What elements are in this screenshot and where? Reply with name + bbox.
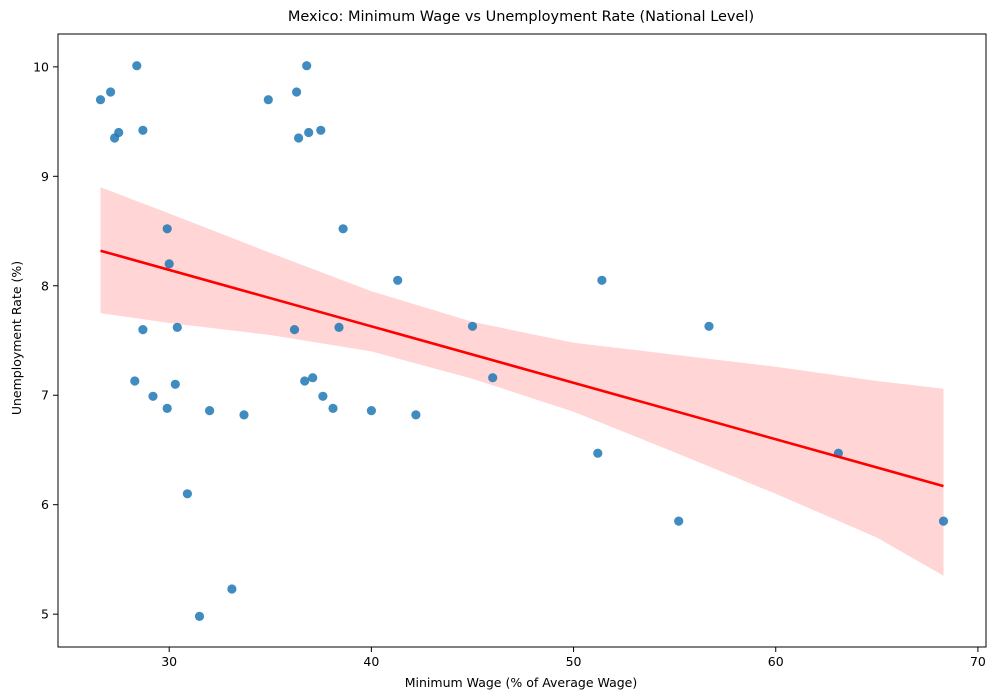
- data-point: [294, 133, 304, 143]
- confidence-band-layer: [100, 187, 944, 576]
- x-axis-label: Minimum Wage (% of Average Wage): [405, 675, 638, 690]
- x-tick-label: 60: [768, 654, 784, 669]
- data-point: [194, 611, 205, 622]
- plot-frame: [57, 33, 987, 648]
- data-point: [205, 406, 215, 416]
- data-point: [239, 410, 249, 420]
- data-point: [938, 516, 949, 526]
- data-point: [302, 61, 312, 71]
- y-tick-label: 7: [41, 388, 49, 403]
- points-layer: [95, 61, 949, 622]
- data-point: [162, 403, 172, 413]
- regression-line-layer: [100, 249, 944, 488]
- x-axis-ticks: 30 40 50 60 70: [161, 647, 986, 669]
- data-point: [467, 321, 478, 331]
- data-point: [182, 489, 192, 499]
- data-point: [263, 95, 273, 105]
- data-point: [338, 224, 348, 234]
- y-tick-label: 9: [41, 169, 49, 184]
- x-tick-label: 30: [161, 654, 177, 669]
- data-point: [130, 376, 140, 386]
- data-point: [162, 224, 172, 234]
- data-point: [227, 584, 237, 594]
- y-axis-ticks: 5 6 7 8 9 10: [33, 59, 58, 622]
- regression-line: [100, 249, 944, 488]
- data-point: [308, 373, 318, 383]
- data-point: [114, 127, 124, 138]
- chart-title: Mexico: Minimum Wage vs Unemployment Rat…: [288, 9, 754, 25]
- data-point: [674, 516, 684, 526]
- data-point: [138, 125, 148, 135]
- data-point: [292, 87, 302, 97]
- data-point: [488, 373, 498, 383]
- data-point: [106, 87, 116, 97]
- data-point: [597, 275, 607, 285]
- data-point: [95, 95, 106, 105]
- data-point: [164, 259, 174, 269]
- x-tick-label: 50: [566, 654, 582, 669]
- y-axis-label: Unemployment Rate (%): [9, 261, 24, 415]
- data-point: [172, 322, 182, 332]
- data-point: [300, 376, 310, 386]
- data-point: [328, 403, 338, 413]
- data-point: [316, 125, 326, 135]
- data-point: [170, 379, 180, 389]
- y-tick-label: 5: [41, 607, 49, 622]
- confidence-band: [100, 187, 944, 576]
- data-point: [411, 410, 421, 420]
- y-tick-label: 8: [41, 278, 49, 293]
- data-point: [366, 406, 376, 416]
- y-tick-label: 10: [33, 59, 49, 74]
- data-point: [132, 61, 142, 71]
- data-point: [148, 391, 158, 401]
- data-point: [704, 321, 714, 331]
- data-point: [304, 127, 314, 138]
- data-point: [593, 448, 603, 458]
- data-point: [334, 322, 344, 332]
- x-tick-label: 40: [363, 654, 379, 669]
- data-point: [138, 325, 148, 335]
- y-tick-label: 6: [41, 497, 49, 512]
- data-point: [318, 391, 328, 401]
- data-point: [289, 325, 300, 335]
- x-tick-label: 70: [970, 654, 986, 669]
- data-point: [393, 275, 403, 285]
